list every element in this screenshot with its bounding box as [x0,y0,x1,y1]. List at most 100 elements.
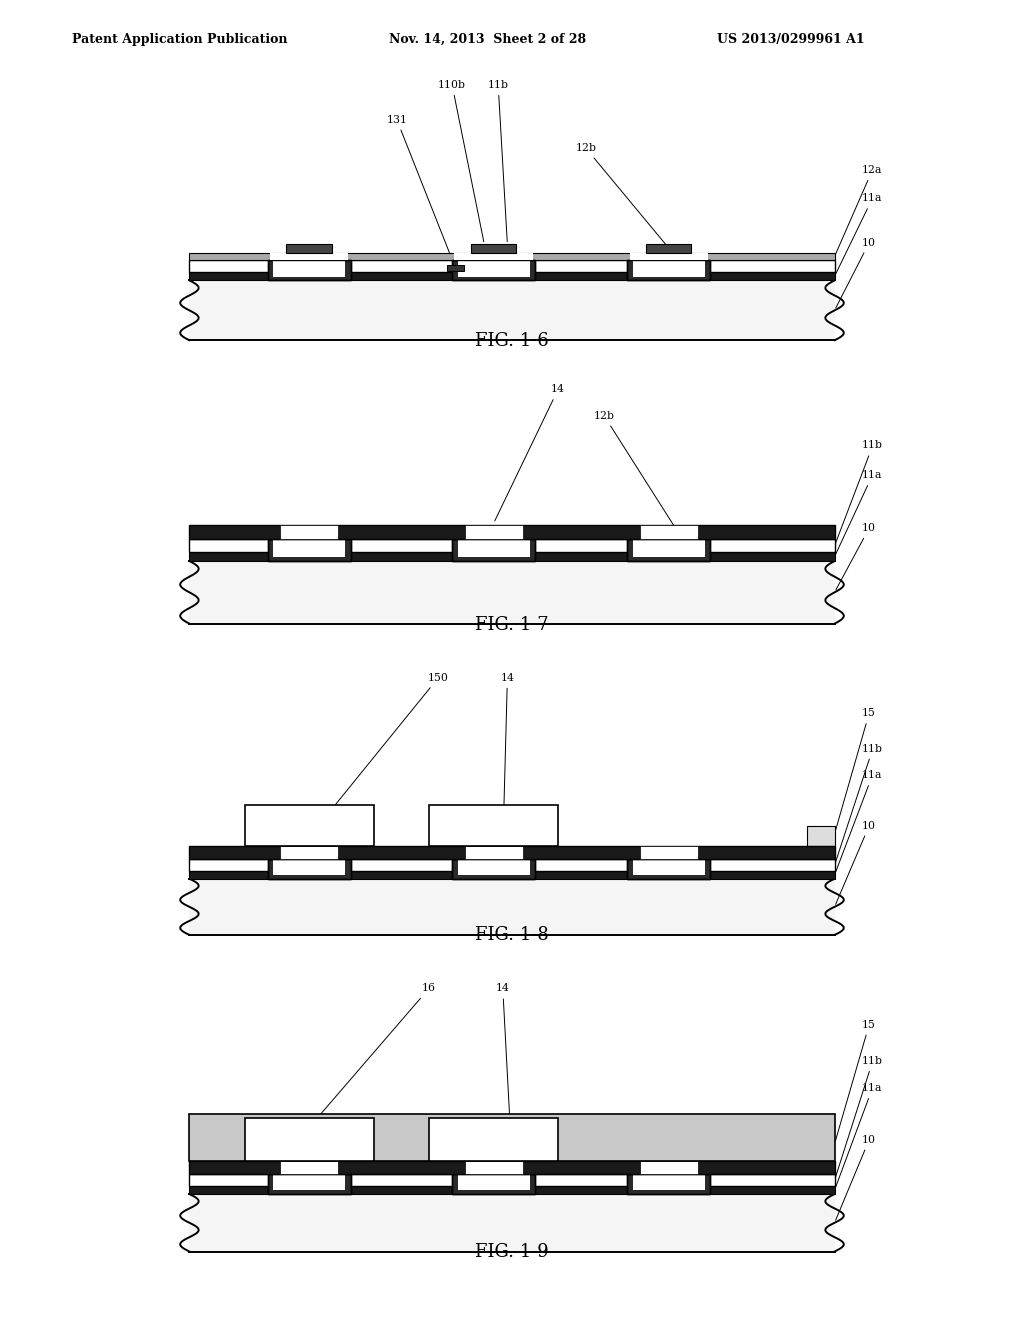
Bar [281,846,338,859]
Bar [453,1173,536,1195]
Text: 11a: 11a [836,1084,883,1188]
Text: 11b: 11b [836,1056,884,1177]
Bar [189,859,835,871]
Text: 11a: 11a [836,194,883,273]
Bar [628,1173,711,1195]
Text: FIG. 1-6: FIG. 1-6 [475,331,549,350]
Bar [633,859,705,875]
Text: Patent Application Publication: Patent Application Publication [72,33,287,46]
Bar [628,859,711,879]
Bar [270,253,348,260]
Bar [429,1118,558,1160]
Bar [458,1173,529,1191]
Bar [189,525,835,539]
Bar [287,244,332,253]
Bar [189,1195,835,1251]
Text: 15: 15 [836,709,877,832]
Bar [273,539,345,557]
Bar [189,1160,835,1173]
Bar [189,260,835,272]
Bar [455,253,532,260]
Bar [458,539,529,557]
Text: 150: 150 [321,673,449,824]
Bar [245,805,374,846]
Bar [628,260,711,280]
Bar [281,1160,338,1173]
Text: 14: 14 [495,384,565,521]
Bar [453,539,536,561]
Bar [471,244,516,253]
Bar [465,846,522,859]
Bar [189,552,835,561]
Text: FIG. 1-7: FIG. 1-7 [475,615,549,634]
Bar [189,1187,835,1195]
Bar [189,253,835,260]
Bar [268,859,350,879]
Bar [646,244,691,253]
Bar [458,260,529,277]
Text: 11a: 11a [836,470,883,554]
Text: 110b: 110b [438,81,483,242]
Text: 15: 15 [836,1019,877,1142]
Text: 12b: 12b [594,411,677,529]
Bar [453,260,536,280]
Bar [268,539,350,561]
Bar [453,260,536,280]
Bar [189,280,835,341]
Text: FIG. 1-8: FIG. 1-8 [475,925,549,944]
Bar [273,859,345,875]
Text: Nov. 14, 2013  Sheet 2 of 28: Nov. 14, 2013 Sheet 2 of 28 [389,33,587,46]
Bar [189,846,835,859]
Bar [189,561,835,624]
Text: 10: 10 [836,238,877,308]
Bar [628,1173,711,1195]
Text: 10: 10 [836,821,877,904]
Bar [268,859,350,879]
Bar [640,1160,697,1173]
Bar [281,525,338,539]
Bar [429,805,558,846]
Bar [189,539,835,553]
Bar [633,260,705,277]
Bar [465,1160,522,1173]
Bar [640,525,697,539]
Bar [268,260,350,280]
Text: 14: 14 [496,983,512,1158]
Bar [268,1173,350,1195]
Bar [447,264,464,271]
Bar [633,539,705,557]
Bar [189,879,835,935]
Text: 10: 10 [836,1135,877,1220]
Bar [458,859,529,875]
Bar [189,871,835,879]
Text: 16: 16 [321,983,436,1114]
Bar [189,1114,835,1160]
Bar [628,859,711,879]
Text: US 2013/0299961 A1: US 2013/0299961 A1 [717,33,864,46]
Bar [453,859,536,879]
Bar [245,1118,374,1160]
Bar [628,539,711,561]
Text: FIG. 1-9: FIG. 1-9 [475,1242,549,1261]
Text: 14: 14 [501,673,514,846]
Bar [628,260,711,280]
Bar [453,1173,536,1195]
Bar [640,846,697,859]
Text: 11b: 11b [836,441,884,544]
Text: 11a: 11a [836,771,883,873]
Bar [453,539,536,561]
Bar [268,539,350,561]
Bar [807,825,835,846]
Text: 11b: 11b [487,81,509,242]
Bar [268,1173,350,1195]
Bar [189,272,835,280]
Bar [273,260,345,277]
Bar [268,260,350,280]
Bar [633,1173,705,1191]
Text: 12a: 12a [836,165,883,253]
Bar [273,1173,345,1191]
Bar [189,1173,835,1187]
Bar [453,859,536,879]
Text: 10: 10 [836,523,877,590]
Text: 11b: 11b [836,743,884,862]
